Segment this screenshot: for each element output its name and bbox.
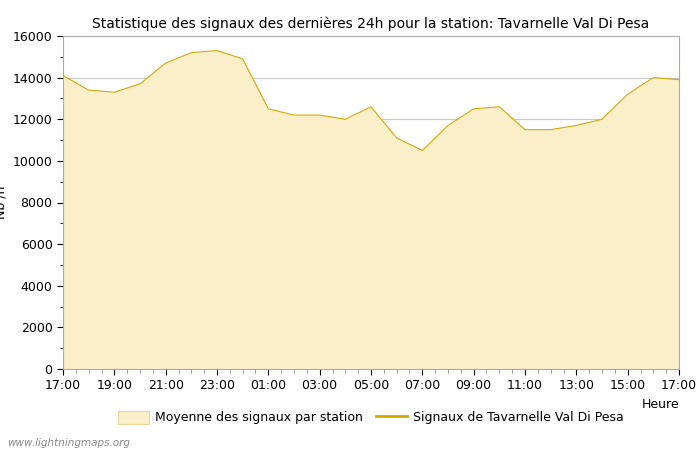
Text: www.lightningmaps.org: www.lightningmaps.org [7,438,130,448]
Title: Statistique des signaux des dernières 24h pour la station: Tavarnelle Val Di Pes: Statistique des signaux des dernières 24… [92,16,650,31]
Y-axis label: Nb /h: Nb /h [0,186,7,219]
X-axis label: Heure: Heure [641,398,679,411]
Legend: Moyenne des signaux par station, Signaux de Tavarnelle Val Di Pesa: Moyenne des signaux par station, Signaux… [113,406,629,429]
